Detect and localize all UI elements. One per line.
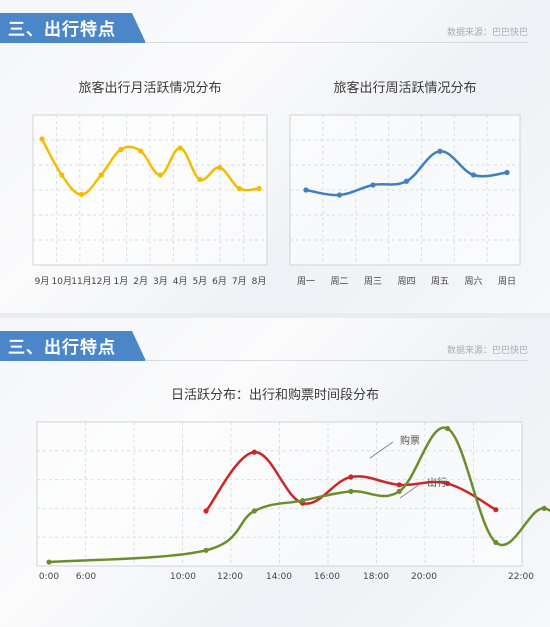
x-tick-label: 16:00 [314,572,340,582]
travel-point [46,559,52,565]
purchase-point [251,449,257,455]
banner-shape [0,331,146,361]
purchase-point [493,507,499,513]
series-label-purchase: 购票 [400,434,420,447]
x-tick-label: 周日 [498,276,516,287]
x-tick-label: 9月 [35,276,50,287]
monthly-point [138,148,144,154]
x-tick-label: 12月 [91,276,111,287]
x-tick-label: 0:00 [39,572,59,582]
x-tick-label: 6月 [212,276,227,287]
leader-line [399,483,421,499]
x-tick-label: 8月 [252,276,267,287]
x-tick-label: 10:00 [170,572,196,582]
travel-point [203,547,209,553]
monthly-point [157,172,163,178]
x-tick-label: 12:00 [217,572,243,582]
monthly-point [197,176,203,183]
monthly-point [39,136,45,142]
x-tick-label: 7月 [232,276,247,287]
purchase-point [348,474,354,480]
series-label-travel: 出行 [427,476,447,489]
x-tick-label: 3月 [153,276,168,287]
top-panel: 三、出行特点 数据来源：巴巴快巴 旅客出行月活跃情况分布 9月 10月 11月 12月 1… [0,0,550,313]
data-source: 数据来源：巴巴快巴 [446,346,528,356]
header-divider [145,360,528,361]
weekly-point [504,169,510,176]
weekly-point [370,182,376,188]
x-tick-label: 周六 [464,275,482,287]
section-banner [0,13,150,43]
monthly-point [256,185,262,192]
purchase-point [203,508,209,514]
top-charts: 旅客出行月活跃情况分布 9月 10月 11月 12月 1月 2月 3月 4月 5月 6月 7月 8月 旅客… [32,80,521,287]
daily-chart: 日活跃分布：出行和购票时间段分布 0:00 6:00 10:00 12:00 14:00 1… [36,387,550,582]
x-tick-label: 6:00 [76,572,96,582]
x-tick-label: 周一 [297,276,315,287]
weekly-point [336,192,343,198]
x-tick-label: 11月 [71,276,91,287]
x-tick-label: 22:00 [508,572,534,582]
x-tick-label: 4月 [173,276,188,287]
header-divider [145,42,528,43]
section-title: 三、出行特点 [8,20,116,40]
x-tick-label: 20:00 [411,572,437,582]
weekly-point [403,178,410,184]
weekly-point [470,172,477,178]
weekly-point [437,148,443,154]
x-tick-label: 14:00 [266,572,292,582]
travel-point [444,425,451,432]
bottom-panel: 三、出行特点 数据来源：巴巴快巴 日活跃分布：出行和购票时间段分布 0:00 6:0… [0,318,550,627]
travel-point [300,497,306,504]
monthly-point [177,145,183,151]
travel-point [348,488,354,494]
banner-shape [0,13,146,43]
weekly-point [303,187,309,193]
monthly-point [236,185,242,192]
travel-point [251,508,257,514]
leader-line [369,441,394,459]
travel-point [541,505,547,511]
travel-point [396,488,402,494]
purchase-point [396,482,402,488]
chart-title: 旅客出行周活跃情况分布 [333,80,476,96]
x-tick-label: 周三 [364,276,382,287]
x-tick-label: 10月 [52,276,72,287]
purchase-point [444,480,451,487]
monthly-point [216,164,223,171]
travel-series-line [48,426,550,564]
x-tick-label: 1月 [114,276,129,287]
monthly-point [118,146,124,153]
section-title: 三、出行特点 [8,338,116,358]
x-tick-label: 周五 [431,276,449,287]
monthly-point [78,191,85,198]
chart-title: 日活跃分布：出行和购票时间段分布 [171,387,379,403]
x-tick-label: 18:00 [363,572,389,582]
x-tick-label: 周四 [397,276,415,287]
x-tick-label: 2月 [133,276,148,287]
travel-point [493,539,499,546]
section-banner [0,331,150,361]
data-source: 数据来源：巴巴快巴 [446,28,528,38]
x-tick-label: 周二 [330,276,348,287]
chart-title: 旅客出行月活跃情况分布 [78,80,221,96]
monthly-point [59,172,65,178]
x-tick-label: 5月 [192,276,207,287]
panel-divider [0,313,550,318]
monthly-point [98,172,104,178]
